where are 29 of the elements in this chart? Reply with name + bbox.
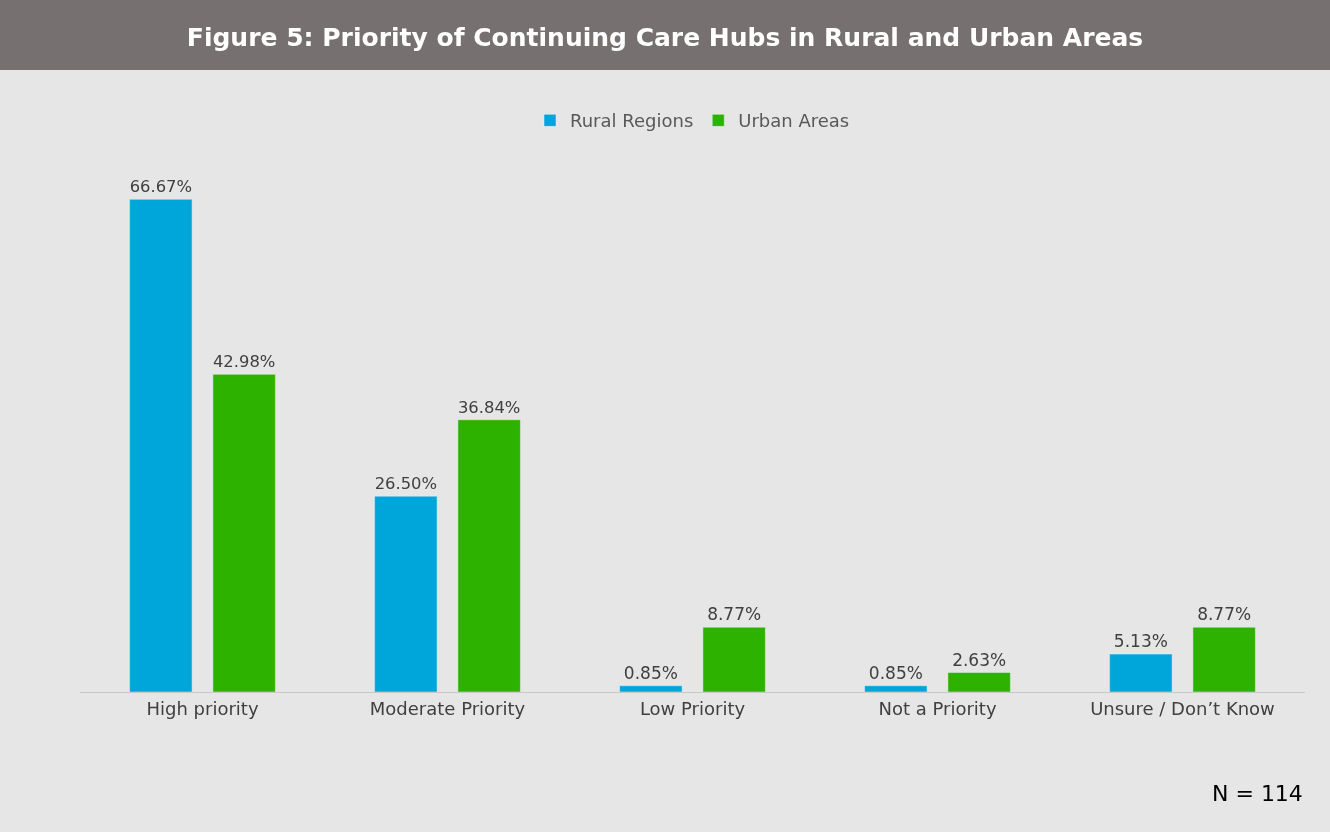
data-label: 42.98% [212, 352, 276, 372]
data-label: 26.50% [374, 474, 438, 494]
legend-label: Rural Regions [570, 110, 694, 132]
bar [947, 672, 1011, 692]
data-label: 8.77% [1197, 604, 1252, 625]
data-label: 36.84% [457, 397, 521, 417]
bar [374, 495, 438, 692]
data-label: 0.85% [868, 662, 923, 683]
bar [702, 626, 766, 692]
x-tick-label: Unsure / Don’t Know [1090, 697, 1275, 719]
legend-label: Urban Areas [738, 110, 850, 132]
data-label: 66.67% [129, 177, 193, 197]
data-label: 0.85% [623, 662, 678, 683]
bar [212, 374, 276, 692]
x-tick-label: Not a Priority [878, 697, 997, 719]
bar [864, 685, 928, 692]
bar [129, 199, 193, 692]
x-tick-label: Moderate Priority [369, 697, 526, 719]
x-tick-label: High priority [146, 697, 259, 719]
bar [619, 685, 683, 692]
data-label: 8.77% [707, 604, 762, 625]
data-label: 2.63% [952, 649, 1007, 670]
bar [1109, 653, 1173, 692]
bar [457, 419, 521, 692]
chart-title: Figure 5: Priority of Continuing Care Hubs in Rural and Urban Areas [186, 23, 1144, 53]
data-label: 5.13% [1113, 631, 1168, 652]
x-tick-label: Low Priority [639, 697, 746, 719]
text: N = 114 [1212, 781, 1303, 806]
bar [1192, 626, 1256, 692]
